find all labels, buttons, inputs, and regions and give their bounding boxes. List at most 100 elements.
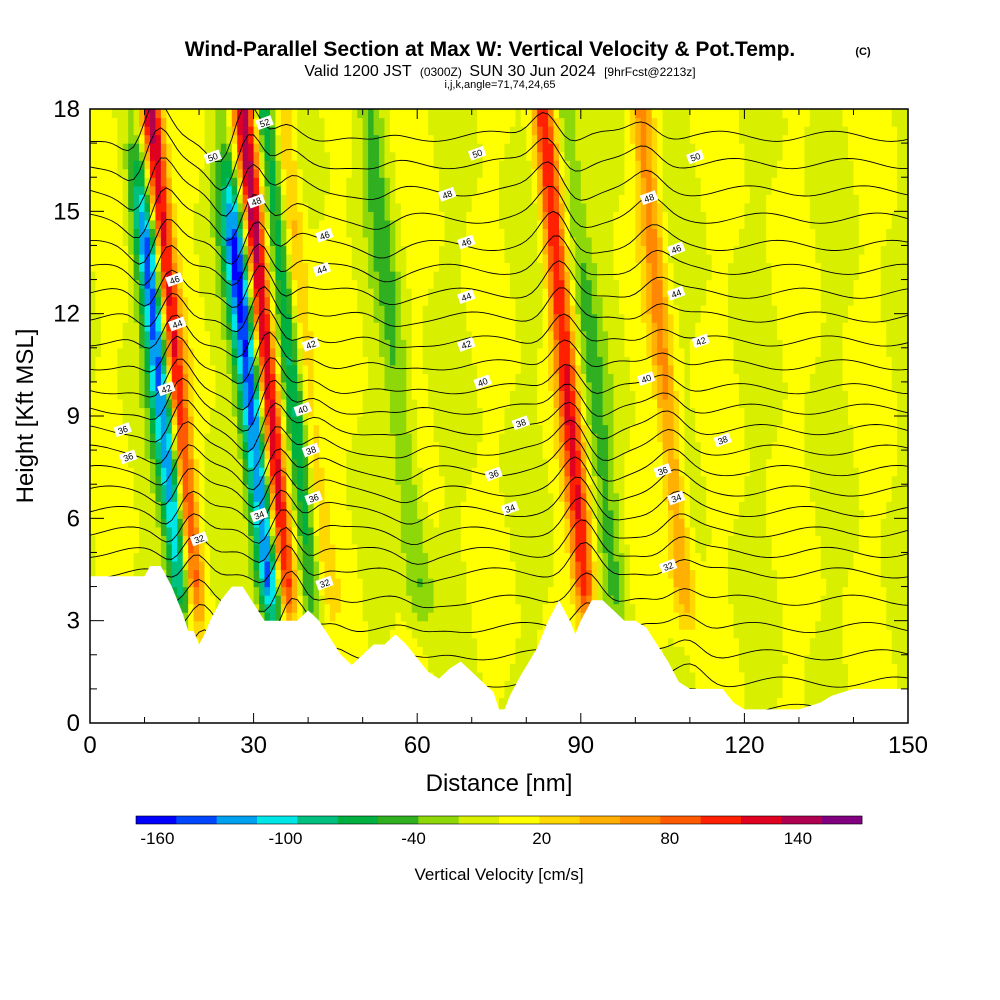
field-cell bbox=[389, 339, 396, 349]
field-cell bbox=[411, 296, 418, 306]
field-cell bbox=[417, 629, 424, 639]
field-cell bbox=[242, 535, 249, 545]
field-cell bbox=[384, 228, 391, 238]
field-cell bbox=[139, 458, 146, 468]
field-cell bbox=[433, 663, 440, 673]
field-cell bbox=[340, 160, 347, 170]
field-cell bbox=[449, 296, 456, 306]
field-cell bbox=[319, 211, 326, 221]
field-cell bbox=[449, 586, 456, 596]
field-cell bbox=[433, 347, 440, 357]
field-cell bbox=[422, 467, 429, 477]
field-cell bbox=[122, 288, 129, 298]
field-cell bbox=[122, 219, 129, 229]
field-cell bbox=[400, 228, 407, 238]
field-cell bbox=[389, 117, 396, 127]
field-cell bbox=[319, 381, 326, 392]
field-cell bbox=[199, 629, 206, 639]
field-cell bbox=[237, 194, 244, 204]
field-cell bbox=[368, 253, 375, 264]
field-cell bbox=[95, 126, 102, 136]
field-cell bbox=[226, 168, 233, 178]
field-cell bbox=[335, 475, 342, 485]
field-cell bbox=[100, 109, 107, 119]
field-cell bbox=[286, 296, 293, 306]
field-cell bbox=[106, 228, 113, 238]
field-cell bbox=[182, 595, 189, 605]
field-cell bbox=[351, 228, 358, 238]
field-cell bbox=[259, 569, 266, 579]
field-cell bbox=[128, 492, 135, 502]
field-cell bbox=[417, 143, 424, 153]
field-cell bbox=[139, 373, 146, 383]
field-cell bbox=[139, 253, 146, 264]
field-cell bbox=[139, 407, 146, 417]
field-cell bbox=[280, 552, 287, 562]
field-cell bbox=[324, 322, 331, 332]
field-cell bbox=[460, 109, 467, 119]
field-cell bbox=[400, 381, 407, 392]
field-cell bbox=[237, 578, 244, 588]
field-cell bbox=[291, 398, 298, 409]
field-cell bbox=[166, 356, 173, 366]
field-cell bbox=[166, 177, 173, 187]
field-cell bbox=[340, 458, 347, 468]
field-cell bbox=[460, 390, 467, 400]
field-cell bbox=[368, 279, 375, 289]
field-cell bbox=[460, 509, 467, 519]
field-cell bbox=[449, 347, 456, 357]
field-cell bbox=[357, 262, 364, 272]
field-cell bbox=[302, 117, 309, 127]
field-cell bbox=[373, 552, 380, 562]
field-cell bbox=[302, 313, 309, 323]
field-cell bbox=[389, 543, 396, 554]
field-cell bbox=[209, 569, 217, 579]
field-cell bbox=[384, 441, 391, 451]
field-cell bbox=[428, 526, 435, 536]
field-cell bbox=[215, 492, 222, 502]
field-cell bbox=[215, 450, 222, 460]
field-cell bbox=[100, 433, 107, 443]
field-cell bbox=[193, 433, 200, 443]
field-cell bbox=[106, 424, 113, 434]
field-cell bbox=[313, 475, 320, 485]
field-cell bbox=[90, 271, 97, 281]
field-cell bbox=[319, 245, 326, 255]
field-cell bbox=[449, 194, 456, 204]
field-cell bbox=[231, 560, 238, 571]
field-cell bbox=[433, 518, 440, 528]
field-cell bbox=[139, 151, 146, 161]
field-cell bbox=[379, 279, 386, 289]
field-cell bbox=[182, 535, 189, 545]
field-cell bbox=[122, 560, 129, 571]
field-cell bbox=[373, 151, 380, 161]
field-cell bbox=[422, 211, 429, 221]
field-cell bbox=[259, 390, 266, 400]
field-cell bbox=[209, 194, 217, 204]
field-cell bbox=[449, 271, 456, 281]
field-cell bbox=[177, 526, 184, 536]
field-cell bbox=[400, 330, 407, 340]
field-cell bbox=[329, 253, 336, 264]
field-cell bbox=[242, 484, 249, 494]
field-cell bbox=[177, 160, 184, 170]
field-cell bbox=[335, 356, 342, 366]
field-cell bbox=[139, 475, 146, 485]
field-cell bbox=[400, 560, 407, 571]
field-cell bbox=[297, 501, 304, 511]
field-cell bbox=[242, 253, 249, 264]
field-cell bbox=[193, 518, 200, 528]
field-cell bbox=[422, 603, 429, 613]
field-cell bbox=[106, 458, 113, 468]
field-cell bbox=[204, 322, 211, 332]
field-cell bbox=[111, 347, 118, 357]
field-cell bbox=[389, 535, 396, 545]
field-cell bbox=[133, 407, 140, 417]
field-cell bbox=[111, 339, 118, 349]
field-cell bbox=[160, 253, 167, 264]
field-cell bbox=[460, 211, 467, 221]
field-cell bbox=[297, 390, 304, 400]
field-cell bbox=[248, 288, 255, 298]
field-cell bbox=[133, 339, 140, 349]
field-cell bbox=[400, 126, 407, 136]
